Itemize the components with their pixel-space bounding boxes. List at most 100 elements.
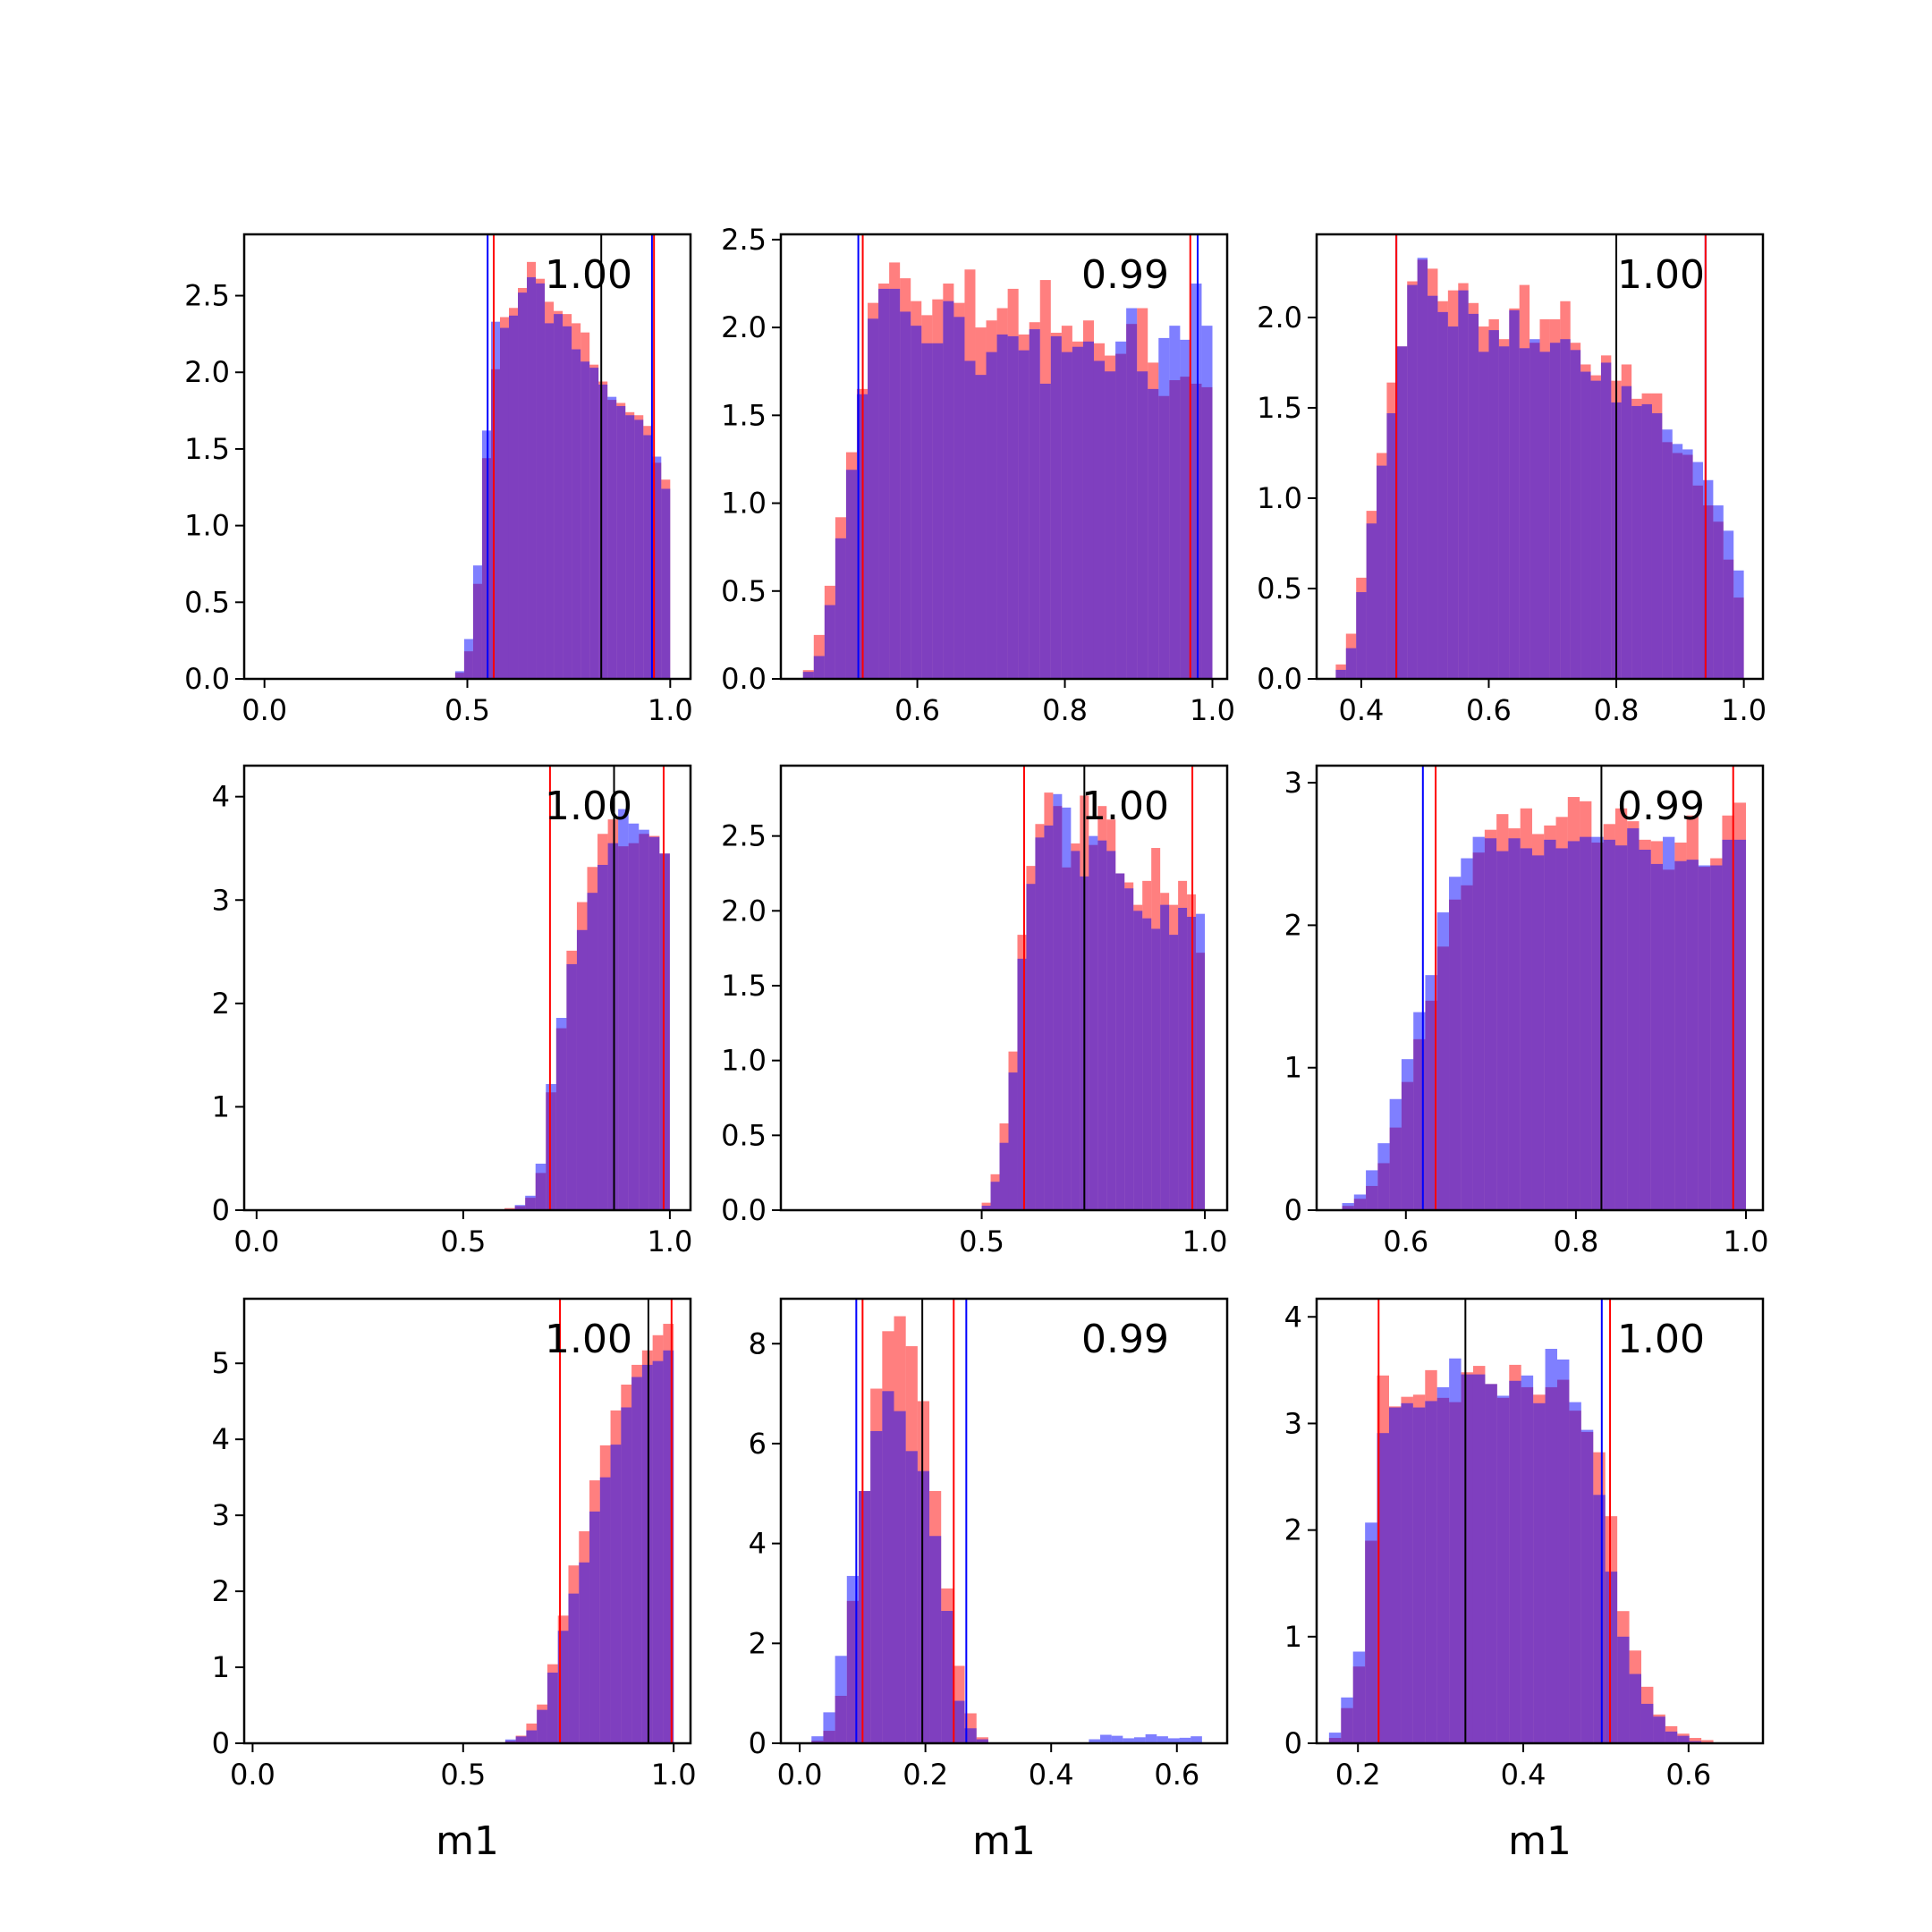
hist-bar-blue bbox=[1133, 1737, 1146, 1743]
axes-frame bbox=[242, 1297, 692, 1745]
hist-bar-blue bbox=[964, 1728, 977, 1743]
hist-bar-blue bbox=[1631, 405, 1642, 679]
hist-bar-blue bbox=[941, 1611, 953, 1743]
hist-bar-blue bbox=[589, 368, 599, 679]
y-tick-label: 0.0 bbox=[721, 1193, 767, 1227]
hist-bar-blue bbox=[618, 809, 629, 1210]
x-tick-label: 0.2 bbox=[902, 1758, 948, 1792]
hist-bar-blue bbox=[1593, 1495, 1606, 1743]
hist-bar-blue bbox=[1089, 835, 1098, 1210]
hist-bar-blue bbox=[566, 963, 577, 1210]
hist-bar-blue bbox=[1603, 839, 1615, 1210]
hist-bar-blue bbox=[1029, 329, 1040, 679]
y-tick-label: 0.5 bbox=[721, 574, 767, 608]
x-tick-label: 0.4 bbox=[1029, 1758, 1074, 1792]
hist-bar-blue bbox=[813, 656, 825, 679]
hist-bar-blue bbox=[1401, 1402, 1413, 1743]
hist-bar-blue bbox=[1449, 877, 1462, 1210]
hist-bar-blue bbox=[1605, 1572, 1618, 1743]
y-tick-label: 1.0 bbox=[184, 509, 230, 543]
x-tick-label: 1.0 bbox=[1724, 1224, 1769, 1258]
hist-bar-blue bbox=[616, 405, 626, 679]
hist-bar-blue bbox=[975, 375, 987, 679]
x-tick-label: 1.0 bbox=[1721, 693, 1767, 727]
hist-bar-blue bbox=[1555, 848, 1568, 1210]
axes-frame bbox=[1315, 764, 1765, 1212]
hist-bar-blue bbox=[607, 396, 617, 679]
hist-bar-blue bbox=[536, 283, 546, 679]
hist-bar-blue bbox=[589, 1511, 600, 1743]
hist-bar-blue bbox=[1072, 346, 1083, 679]
hist-bar-blue bbox=[900, 311, 911, 679]
hist-bar-blue bbox=[621, 1407, 632, 1743]
y-tick-label: 3 bbox=[1284, 766, 1302, 800]
hist-bar-blue bbox=[1461, 1374, 1473, 1743]
hist-bar-blue bbox=[568, 1593, 580, 1743]
hist-bar-red bbox=[1689, 1738, 1702, 1743]
hist-bar-blue bbox=[1686, 860, 1699, 1210]
annotation-text: 0.99 bbox=[1081, 1317, 1169, 1362]
hist-bar-blue bbox=[563, 326, 572, 679]
hist-bar-blue bbox=[514, 1205, 526, 1210]
hist-bar-blue bbox=[1345, 648, 1357, 679]
x-tick-label: 1.0 bbox=[648, 693, 693, 727]
hist-bar-blue bbox=[1509, 309, 1520, 679]
hist-bar-blue bbox=[472, 565, 482, 679]
y-tick-label: 1.0 bbox=[721, 487, 767, 521]
hist-bar-blue bbox=[1148, 388, 1159, 679]
hist-bar-blue bbox=[1342, 1203, 1354, 1210]
y-tick-label: 3 bbox=[212, 1498, 230, 1532]
hist-bar-blue bbox=[986, 352, 997, 679]
y-tick-label: 0.5 bbox=[184, 585, 230, 619]
axes-frame bbox=[242, 764, 692, 1212]
x-tick-label: 0.0 bbox=[242, 693, 287, 727]
hist-bar-blue bbox=[1178, 907, 1188, 1210]
hist-bar-blue bbox=[598, 384, 608, 679]
hist-bar-blue bbox=[1519, 348, 1530, 679]
hist-bar-blue bbox=[1018, 350, 1030, 679]
y-tick-label: 1.5 bbox=[721, 398, 767, 432]
hist-bar-blue bbox=[1180, 339, 1191, 679]
hist-bar-blue bbox=[1169, 935, 1179, 1210]
hist-bar-blue bbox=[1377, 1433, 1390, 1743]
hist-bar-blue bbox=[1472, 836, 1485, 1210]
hist-bar-blue bbox=[508, 315, 519, 679]
hist-bar-blue bbox=[1520, 848, 1532, 1210]
x-tick-label: 0.8 bbox=[1042, 693, 1088, 727]
x-tick-label: 1.0 bbox=[647, 1224, 692, 1258]
annotation-text: 1.00 bbox=[545, 784, 632, 829]
hist-bar-blue bbox=[1097, 840, 1107, 1210]
hist-bar-blue bbox=[1341, 1697, 1353, 1743]
y-tick-label: 1 bbox=[212, 1650, 230, 1684]
y-tick-label: 1 bbox=[212, 1089, 230, 1123]
hist-bar-blue bbox=[499, 327, 509, 679]
hist-bar-blue bbox=[1008, 1072, 1018, 1210]
hist-bar-blue bbox=[1062, 807, 1072, 1210]
y-tick-label: 1 bbox=[1284, 1620, 1302, 1654]
y-tick-label: 0.0 bbox=[1257, 662, 1302, 696]
hist-bar-blue bbox=[1663, 836, 1675, 1210]
hist-bar-blue bbox=[1328, 1733, 1342, 1743]
hist-bar-blue bbox=[1428, 295, 1438, 679]
hist-bar-blue bbox=[515, 1736, 527, 1743]
hist-bar-blue bbox=[1539, 352, 1550, 679]
annotation-text: 0.99 bbox=[1081, 252, 1169, 298]
annotation-text: 0.99 bbox=[1617, 784, 1705, 829]
hist-bar-blue bbox=[1425, 975, 1437, 1210]
hist-bar-blue bbox=[882, 1391, 894, 1743]
hist-bar-blue bbox=[1447, 326, 1459, 679]
hist-bar-blue bbox=[527, 276, 537, 679]
hist-bar-blue bbox=[1106, 851, 1116, 1210]
y-tick-label: 0 bbox=[1284, 1193, 1302, 1227]
subplot-9: 0.2 0.4 0.6 0 1 2 3 4 1.00 m1 bbox=[1284, 1297, 1765, 1864]
axes-frame bbox=[1315, 233, 1765, 681]
hist-bar-blue bbox=[1461, 858, 1473, 1210]
hist-bar-blue bbox=[546, 1083, 556, 1210]
y-tick-label: 2.5 bbox=[184, 279, 230, 313]
hist-bar-blue bbox=[1544, 839, 1556, 1210]
hist-bar-blue bbox=[607, 843, 619, 1210]
hist-bar-blue bbox=[1111, 1735, 1123, 1743]
hist-bar-blue bbox=[1521, 1375, 1534, 1743]
hist-bar-blue bbox=[1050, 335, 1062, 679]
y-tick-label: 4 bbox=[749, 1527, 767, 1561]
